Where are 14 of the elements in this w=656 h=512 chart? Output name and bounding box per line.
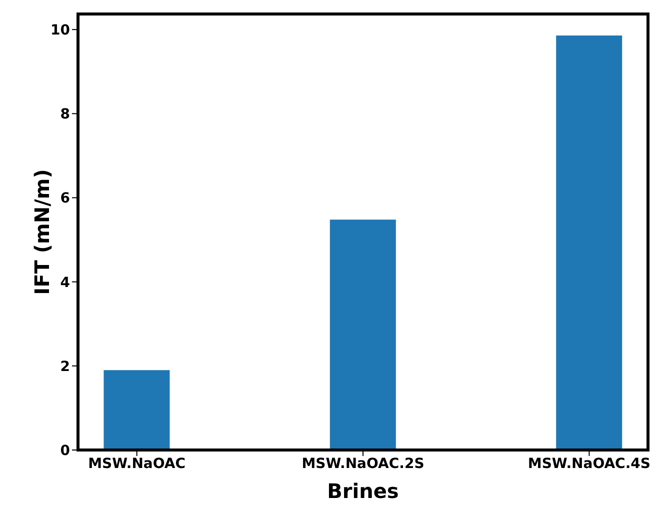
- bar: [104, 370, 170, 450]
- y-tick-label: 10: [50, 22, 70, 39]
- y-tick-label: 2: [60, 358, 70, 375]
- x-tick-label: MSW.NaOAC: [88, 456, 186, 472]
- y-axis-title: IFT (mN/m): [30, 169, 54, 295]
- bar: [330, 220, 396, 450]
- x-tick-label: MSW.NaOAC.2S: [302, 456, 424, 472]
- y-tick-label: 0: [60, 442, 70, 459]
- y-tick-label: 8: [60, 106, 70, 123]
- x-tick-label: MSW.NaOAC.4S: [528, 456, 650, 472]
- bar: [556, 35, 622, 450]
- x-axis-title: Brines: [327, 479, 399, 503]
- y-tick-label: 4: [60, 274, 70, 291]
- y-tick-label: 6: [60, 190, 70, 207]
